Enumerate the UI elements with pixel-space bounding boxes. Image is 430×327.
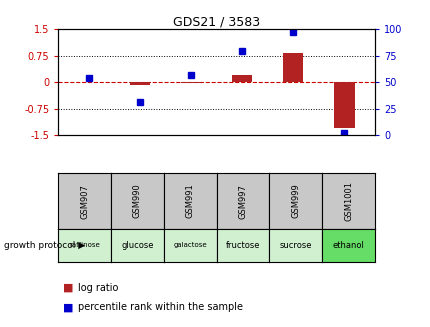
Text: sucrose: sucrose	[279, 241, 311, 250]
Text: GSM907: GSM907	[80, 184, 89, 218]
Bar	[333, 82, 354, 129]
Text: GSM997: GSM997	[238, 184, 247, 218]
Text: GSM990: GSM990	[132, 184, 141, 218]
Text: GSM1001: GSM1001	[343, 181, 352, 221]
Text: ■: ■	[62, 302, 73, 312]
Text: log ratio: log ratio	[77, 283, 118, 293]
Bar	[283, 53, 303, 82]
Text: percentile rank within the sample: percentile rank within the sample	[77, 302, 242, 312]
Text: GSM999: GSM999	[291, 184, 300, 218]
Text: GSM991: GSM991	[185, 184, 194, 218]
Bar	[129, 82, 150, 85]
Text: ■: ■	[62, 283, 73, 293]
Text: ethanol: ethanol	[332, 241, 364, 250]
Text: glucose: glucose	[121, 241, 153, 250]
Text: fructose: fructose	[225, 241, 260, 250]
Title: GDS21 / 3583: GDS21 / 3583	[172, 15, 260, 28]
Text: raffinose: raffinose	[69, 242, 100, 248]
Bar	[181, 82, 201, 83]
Bar	[231, 75, 252, 82]
Text: growth protocol ▶: growth protocol ▶	[4, 241, 85, 250]
Text: galactose: galactose	[173, 242, 206, 248]
